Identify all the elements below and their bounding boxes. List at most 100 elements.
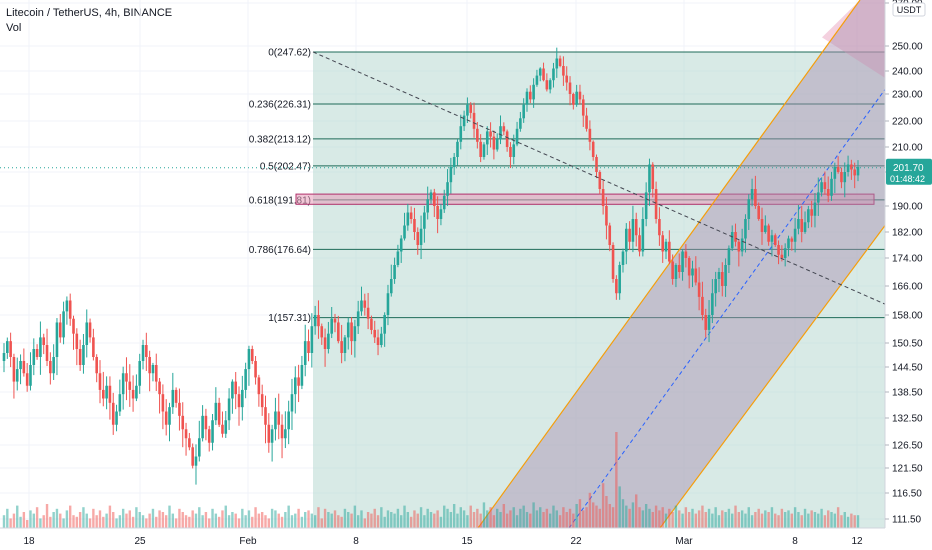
candle-body <box>201 415 204 439</box>
channel-mid-line <box>568 89 886 529</box>
candle-body <box>429 192 433 200</box>
y-tick-label: 166.00 <box>892 282 923 293</box>
candle-body <box>446 182 449 196</box>
volume-bar <box>16 505 19 528</box>
volume-bar <box>125 513 128 528</box>
candle-body <box>267 424 271 443</box>
candle-body <box>356 311 360 327</box>
x-tick-label: 22 <box>570 536 582 547</box>
y-tick-label: 174.00 <box>892 254 923 265</box>
candle-body <box>214 402 218 421</box>
volume-bar <box>52 512 55 528</box>
candle-body <box>836 167 840 172</box>
volume-bar <box>757 508 760 528</box>
volume-bar <box>618 486 621 528</box>
volume-bar <box>390 512 393 528</box>
candle-body <box>317 315 320 327</box>
candle-body <box>724 265 727 286</box>
candle-body <box>62 311 65 338</box>
volume-bar <box>164 515 168 528</box>
volume-bar <box>131 516 135 528</box>
candle-body <box>502 126 506 132</box>
volume-bar <box>121 508 125 528</box>
candle-body <box>346 322 350 338</box>
candle-body <box>125 373 128 382</box>
candle-body <box>92 337 95 357</box>
volume-bar <box>383 516 386 528</box>
volume-bar <box>429 512 433 528</box>
volume-bar <box>509 510 512 528</box>
volume-bars <box>2 432 860 528</box>
candle-body <box>131 389 135 399</box>
volume-bar <box>244 515 247 528</box>
candle-body <box>363 300 367 308</box>
candle-body <box>661 235 665 252</box>
candle-body <box>767 225 770 242</box>
volume-bar <box>737 512 741 528</box>
currency-label: USDT <box>897 5 922 15</box>
volume-bar <box>565 512 568 528</box>
candle-body <box>598 172 602 189</box>
candle-body <box>532 84 535 100</box>
candle-body <box>366 307 370 319</box>
volume-bar <box>29 510 32 528</box>
volume-bar <box>75 516 79 528</box>
volume-bar <box>472 512 476 528</box>
volume-bar <box>287 505 290 528</box>
candle-body <box>459 126 463 142</box>
candle-body <box>707 315 711 330</box>
x-tick-label: 15 <box>461 536 473 547</box>
volume-bar <box>161 512 165 528</box>
volume-bar <box>35 507 39 528</box>
volume-bar <box>711 513 714 528</box>
volume-bar <box>734 505 737 528</box>
candle-body <box>618 265 621 294</box>
volume-bar <box>856 515 860 528</box>
candle-body <box>462 115 466 127</box>
candle-body <box>797 219 800 229</box>
candle-body <box>737 241 741 252</box>
volume-bar <box>39 518 42 528</box>
volume-bar <box>532 502 535 528</box>
x-tick-label: Feb <box>239 536 257 547</box>
candle-body <box>135 385 138 399</box>
candle-body <box>717 272 721 279</box>
candle-body <box>572 94 575 105</box>
volume-bar <box>505 513 509 528</box>
candle-body <box>449 167 453 183</box>
volume-bar <box>115 518 118 528</box>
volume-bar <box>191 510 194 528</box>
candle-body <box>373 329 377 338</box>
volume-bar <box>297 508 300 528</box>
candle-body <box>141 345 145 361</box>
candle-body <box>711 293 714 315</box>
volume-bar <box>327 512 330 528</box>
volume-bar <box>277 513 280 528</box>
candle-body <box>29 365 32 386</box>
volume-label: Vol <box>6 22 22 34</box>
volume-bar <box>396 508 400 528</box>
volume-bar <box>727 508 731 528</box>
volume-bar <box>158 510 161 528</box>
volume-bar <box>304 512 307 528</box>
candle-body <box>529 91 532 100</box>
candle-body <box>250 349 254 361</box>
candle-body <box>293 377 297 395</box>
candle-body <box>621 251 625 265</box>
volume-bar <box>426 508 429 528</box>
x-tick-label: 25 <box>134 536 146 547</box>
candle-body <box>525 91 529 105</box>
candle-body <box>492 136 496 150</box>
volume-bar <box>489 507 492 528</box>
volume-bar <box>694 513 698 528</box>
candle-body <box>128 381 132 390</box>
candle-body <box>538 68 542 76</box>
volume-bar <box>585 507 588 528</box>
volume-bar <box>9 518 12 528</box>
volume-bar <box>462 510 466 528</box>
fib-level-label: 0.618(191.81) <box>249 195 311 206</box>
candle-body <box>595 157 598 172</box>
candle-body <box>406 212 410 226</box>
volume-bar <box>678 510 681 528</box>
